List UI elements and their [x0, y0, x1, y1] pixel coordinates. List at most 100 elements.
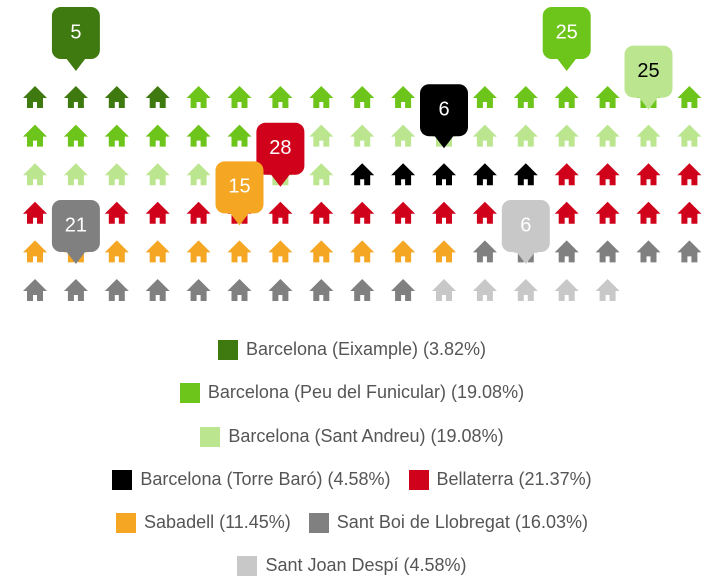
house-icon	[636, 201, 661, 224]
house-icon	[432, 279, 456, 301]
callout-label: 6	[438, 98, 449, 120]
legend-swatch	[237, 555, 258, 576]
house-icon	[104, 279, 129, 301]
house-icon	[350, 163, 375, 186]
house-icon	[23, 279, 47, 301]
house-icon	[309, 86, 334, 108]
callout-label: 28	[269, 137, 291, 159]
house-icon	[595, 240, 620, 263]
house-icon	[227, 279, 252, 301]
house-icon	[513, 124, 538, 147]
callout: 15	[215, 161, 264, 226]
house-icon	[472, 201, 497, 224]
house-icon	[472, 124, 497, 147]
house-icon	[350, 279, 375, 301]
legend-swatch	[408, 469, 429, 490]
house-icon	[554, 240, 579, 263]
house-icon	[227, 240, 252, 263]
house-icon	[309, 201, 334, 224]
callout-label: 25	[637, 60, 659, 82]
house-icon	[186, 279, 211, 301]
legend-label: Barcelona (Sant Andreu) (19.08%)	[228, 426, 504, 446]
house-icon	[350, 201, 375, 224]
legend-item[interactable]: Barcelona (Sant Andreu) (19.08%)	[200, 426, 504, 447]
callout-pointer	[434, 135, 454, 149]
house-icon	[636, 163, 661, 186]
house-icon	[309, 240, 334, 263]
callout: 5	[51, 7, 100, 71]
house-icon	[677, 240, 702, 263]
house-icon	[145, 86, 170, 108]
house-icon	[595, 279, 620, 301]
house-icon	[554, 124, 579, 147]
legend-label: Sant Joan Despí (4.58%)	[265, 555, 467, 575]
legend-item[interactable]: Sant Joan Despí (4.58%)	[237, 555, 467, 576]
house-icon	[513, 163, 538, 186]
house-icon	[350, 240, 375, 263]
legend-item[interactable]: Sant Boi de Llobregat (16.03%)	[308, 512, 588, 533]
callout-label: 21	[65, 214, 87, 236]
legend-label: Sant Boi de Llobregat (16.03%)	[336, 512, 588, 532]
house-icon	[186, 201, 211, 224]
callout-box	[542, 7, 591, 59]
house-icon	[677, 163, 702, 186]
house-icon	[350, 86, 375, 108]
legend-row: Sant Joan Despí (4.58%)	[0, 555, 704, 576]
callout-label: 6	[520, 214, 531, 236]
callout-box	[215, 161, 264, 214]
legend-label: Bellaterra (21.37%)	[436, 469, 592, 489]
house-icon	[268, 86, 293, 108]
legend-label: Barcelona (Torre Baró) (4.58%)	[140, 469, 391, 489]
house-icon	[595, 163, 620, 186]
house-icon	[23, 240, 47, 263]
house-icon	[145, 163, 170, 186]
legend-label: Barcelona (Eixample) (3.82%)	[245, 339, 487, 359]
house-icon	[677, 124, 702, 147]
legend-row: Sabadell (11.45%) Sant Boi de Llobregat (…	[0, 512, 704, 533]
house-icon	[636, 124, 661, 147]
legend-item[interactable]: Barcelona (Eixample) (3.82%)	[217, 339, 487, 360]
legend-swatch	[200, 426, 221, 447]
house-icon	[63, 279, 88, 301]
legend-item[interactable]: Bellaterra (21.37%)	[408, 469, 592, 490]
callout: 21	[51, 200, 100, 264]
legend-swatch	[179, 382, 200, 403]
legend-label: Sabadell (11.45%)	[144, 512, 291, 532]
house-icon	[432, 240, 456, 263]
house-icon	[309, 163, 334, 186]
house-icon	[595, 124, 620, 147]
legend-swatch	[116, 512, 137, 533]
house-icon	[391, 86, 416, 108]
house-icon	[554, 201, 579, 224]
legend-item[interactable]: Barcelona (Torre Baró) (4.58%)	[112, 469, 391, 490]
legend-item[interactable]: Barcelona (Peu del Funicular) (19.08%)	[179, 382, 525, 403]
house-icon	[145, 279, 170, 301]
legend-row: Barcelona (Eixample) (3.82%)	[0, 339, 704, 360]
house-icon	[391, 163, 416, 186]
house-icon	[595, 201, 620, 224]
house-icon	[472, 163, 497, 186]
callout-box	[256, 122, 305, 175]
callout-label: 5	[70, 21, 81, 43]
callout-label: 15	[228, 176, 250, 198]
house-icon	[513, 279, 538, 301]
house-icon	[145, 201, 170, 224]
house-icon	[554, 279, 579, 301]
house-icon	[309, 124, 334, 147]
house-icon	[23, 201, 47, 224]
callout: 6	[420, 84, 468, 149]
house-icon	[23, 163, 47, 186]
callout-box	[51, 7, 100, 59]
house-icon	[432, 163, 456, 186]
house-icon	[104, 201, 129, 224]
callout-pointer	[229, 212, 250, 226]
callout-box	[624, 45, 673, 98]
legend-row: Barcelona (Sant Andreu) (19.08%)	[0, 426, 704, 447]
house-icon	[472, 240, 497, 263]
house-icon	[186, 86, 211, 108]
legend-item[interactable]: Sabadell (11.45%)	[116, 512, 291, 533]
house-icon	[104, 86, 129, 108]
house-icon	[472, 86, 497, 108]
house-icon	[227, 124, 252, 147]
legend-label: Barcelona (Peu del Funicular) (19.08%)	[207, 382, 525, 402]
